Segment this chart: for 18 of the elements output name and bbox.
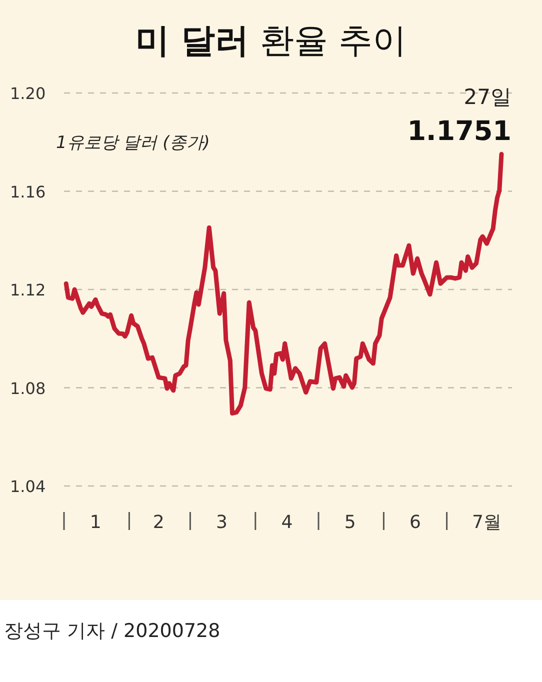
y-tick-label: 1.16: [10, 182, 46, 202]
chart-title: 미 달러 환율 추이: [135, 21, 407, 61]
line-series: [64, 152, 504, 416]
y-axis-title: 1유로당 달러 (종가): [56, 133, 210, 153]
x-tick-label: 1: [90, 512, 102, 533]
text: 장성구 기자 / 20200728: [4, 620, 220, 642]
x-tick-label: 2: [152, 512, 164, 533]
y-tick-label: 1.08: [10, 378, 46, 398]
x-tick-label: 6: [410, 512, 421, 533]
x-tick-label: 4: [281, 512, 293, 533]
x-tick-label: 7월: [472, 512, 502, 533]
x-tick-label: 3: [216, 512, 228, 533]
y-tick-label: 1.20: [10, 84, 46, 103]
y-tick-label: 1.12: [10, 280, 46, 300]
annotation: 27일: [464, 85, 512, 110]
annotation: 1.1751: [407, 116, 512, 148]
x-tick-label: 5: [344, 512, 356, 533]
y-tick-label: 1.04: [10, 477, 46, 496]
